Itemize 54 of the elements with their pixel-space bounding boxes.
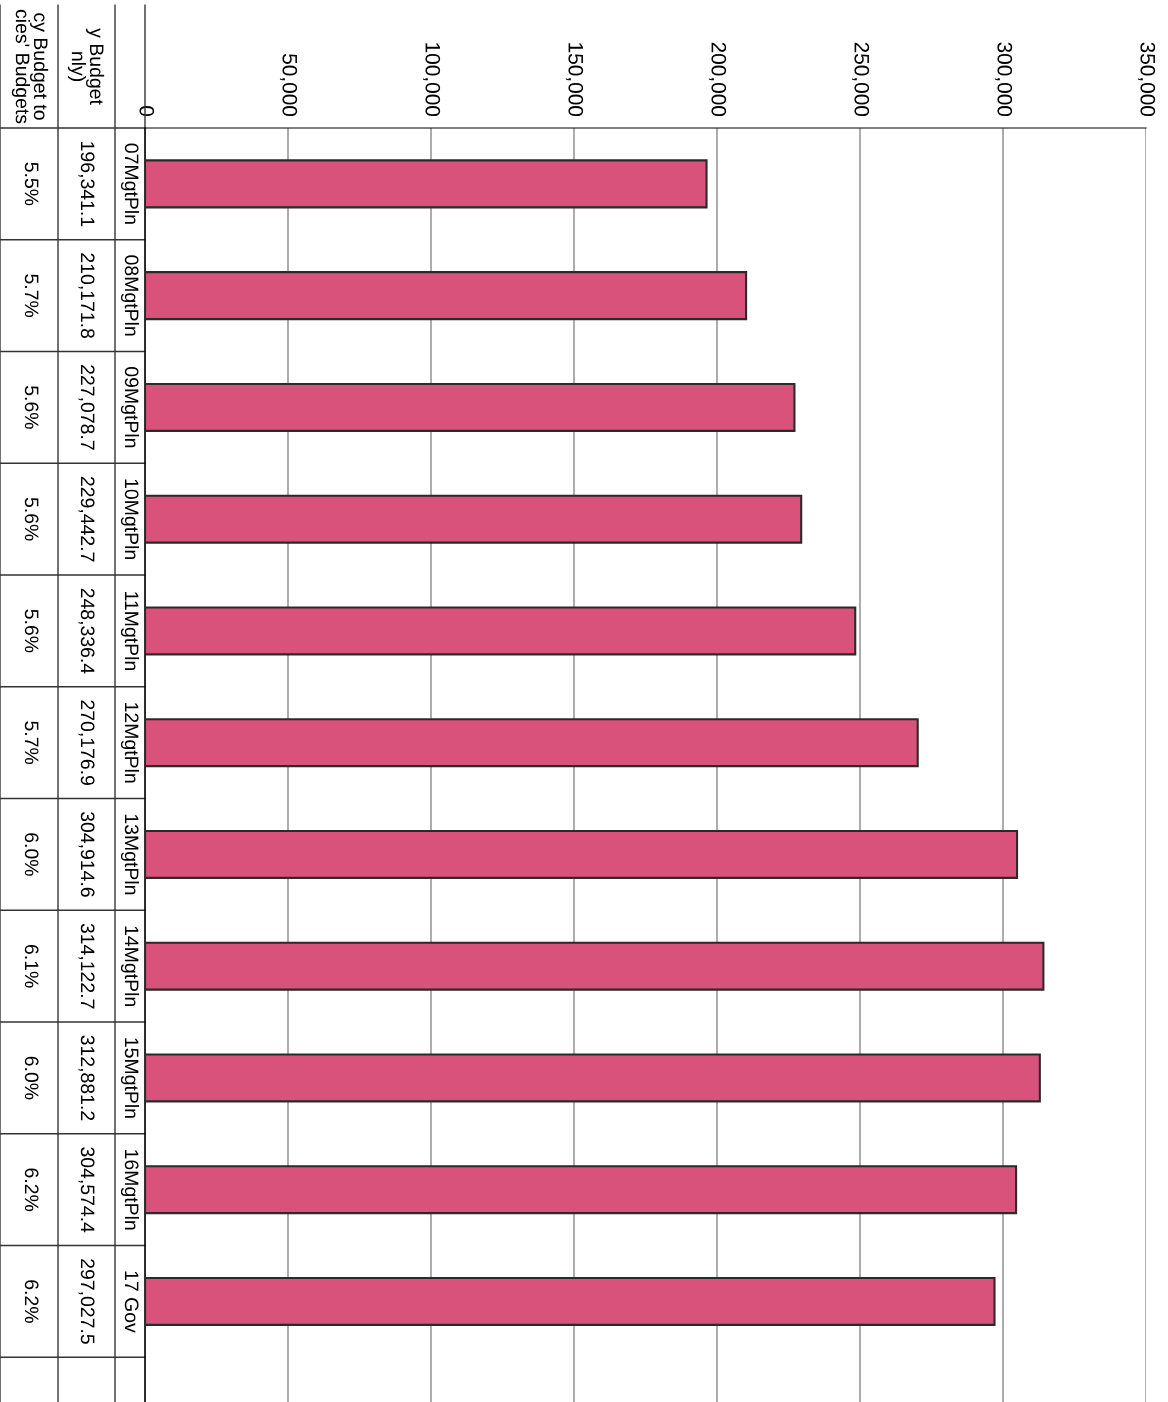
text: 6.2% <box>24 1168 39 1212</box>
data-label: 227,078.7 <box>78 365 95 450</box>
y-tick-label: 16MgtPln <box>120 1150 140 1230</box>
data-label: 297,027.5 <box>78 1259 95 1344</box>
bar <box>145 271 748 321</box>
text: 5.6% <box>24 386 39 429</box>
x-tick-label: 300,000 <box>994 42 1013 117</box>
x-tick-label: 100,000 <box>422 43 441 117</box>
data-label: 304,574.4 <box>78 1147 95 1233</box>
text: 5.6% <box>24 609 39 653</box>
text: 5.7% <box>24 274 39 318</box>
bar <box>145 606 857 656</box>
x-tick-label: 250,000 <box>851 42 870 117</box>
x-tick-label: 50,000 <box>279 54 298 117</box>
x-tick-label: 0 <box>139 106 155 117</box>
bar <box>145 1165 1018 1215</box>
y-tick-label: 17 Gov <box>124 1271 139 1333</box>
text: y Budget nly) <box>67 28 105 105</box>
text: 5.7% <box>24 721 39 765</box>
y-tick-label: 11MgtPln <box>120 592 140 670</box>
bar <box>145 382 796 432</box>
bar <box>145 159 708 209</box>
text: 5.6% <box>24 497 39 541</box>
bar <box>145 718 919 768</box>
text: 5.5% <box>24 162 39 206</box>
bar <box>145 1053 1041 1103</box>
text: 6.2% <box>24 1280 39 1323</box>
y-tick-label: 15MgtPln <box>120 1038 140 1118</box>
data-label: 314,122.7 <box>78 923 95 1009</box>
data-label: 229,442.7 <box>78 476 95 562</box>
text: 6.1% <box>24 944 39 988</box>
bar <box>145 941 1045 991</box>
data-label: 270,176.9 <box>78 700 95 785</box>
y-tick-label: 09MgtPln <box>120 367 140 448</box>
x-tick-label: 200,000 <box>708 42 727 117</box>
text: cy Budget to cies' Budgets <box>11 9 49 124</box>
data-label: 196,341.1 <box>78 142 95 227</box>
y-tick-label: 14MgtPln <box>120 926 140 1006</box>
bar <box>145 494 803 544</box>
bar <box>145 829 1019 879</box>
x-tick-label: 150,000 <box>565 43 584 117</box>
x-tick-label: 350,000 <box>1137 42 1156 117</box>
bar <box>145 1276 996 1326</box>
data-label: 312,881.2 <box>78 1035 95 1121</box>
y-tick-label: 10MgtPln <box>120 479 140 559</box>
y-tick-label: 12MgtPln <box>120 703 140 783</box>
text: 6.0% <box>24 833 39 876</box>
data-label: 304,914.6 <box>78 811 95 897</box>
y-tick-label: 08MgtPln <box>120 255 140 336</box>
y-tick-label: 13MgtPln <box>120 814 140 895</box>
y-tick-label: 07MgtPln <box>120 143 140 224</box>
data-label: 248,336.4 <box>78 588 95 674</box>
data-label: 210,171.8 <box>78 253 95 339</box>
text: 6.0% <box>24 1056 39 1100</box>
